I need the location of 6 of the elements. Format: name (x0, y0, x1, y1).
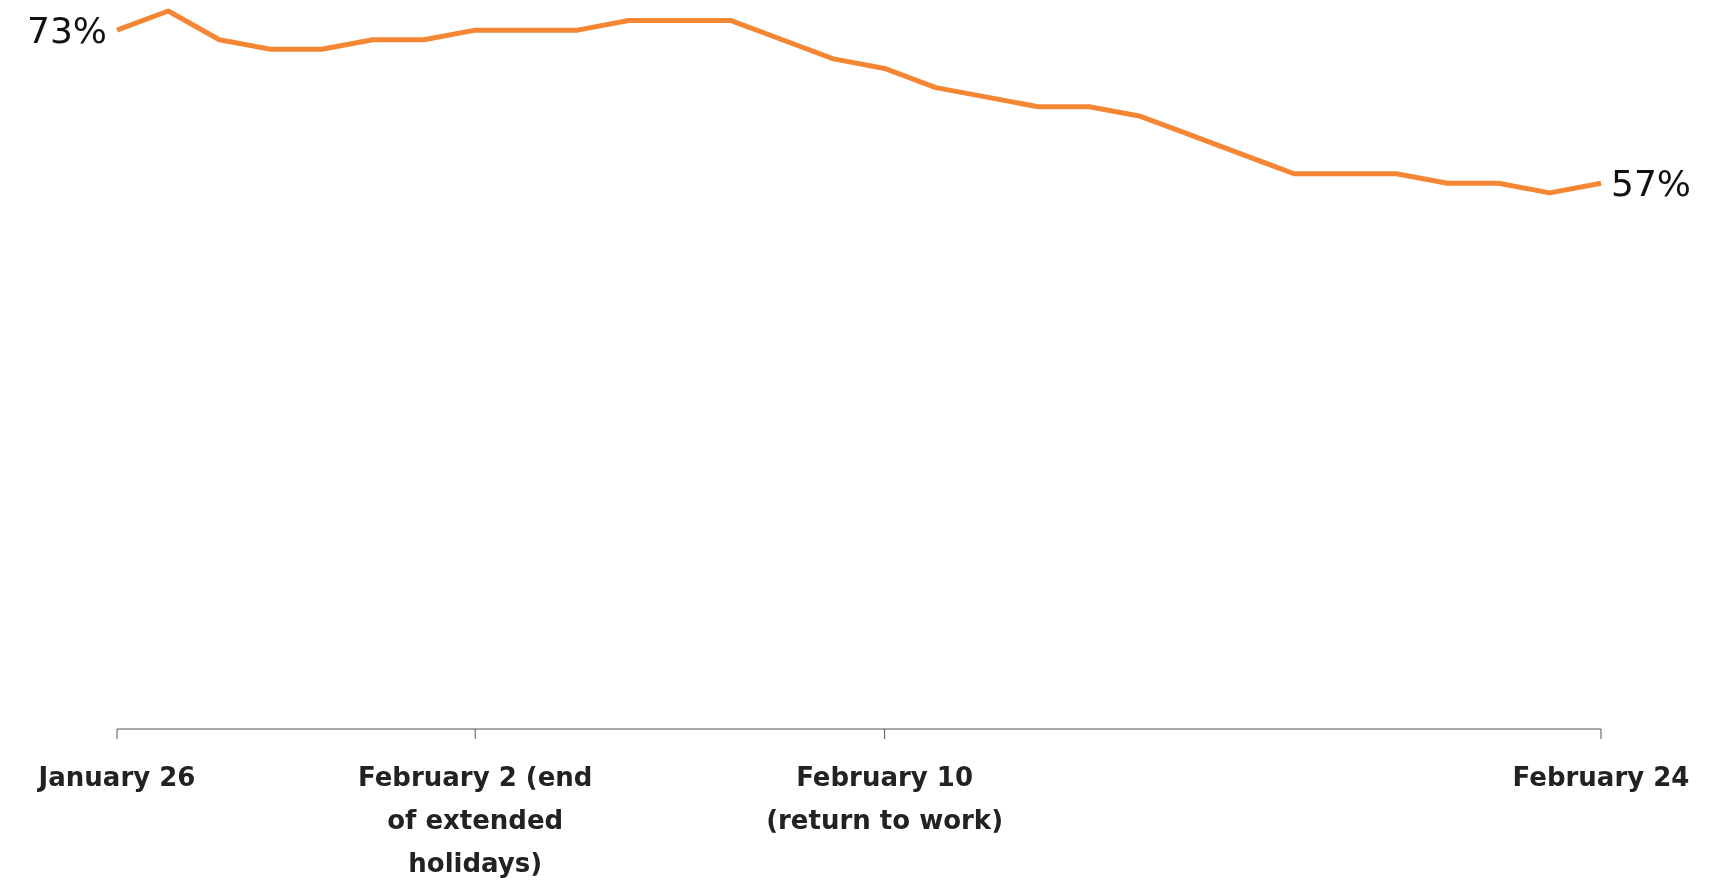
data-label: 73% (26, 9, 107, 51)
x-tick-label: February 2 (end of extended holidays) (357, 762, 593, 878)
data-label: 57% (1611, 162, 1692, 204)
x-tick-label: January 26 (36, 762, 196, 792)
x-tick-label: February 10 (return to work) (766, 762, 1004, 835)
x-tick-label: February 24 (1512, 762, 1690, 792)
